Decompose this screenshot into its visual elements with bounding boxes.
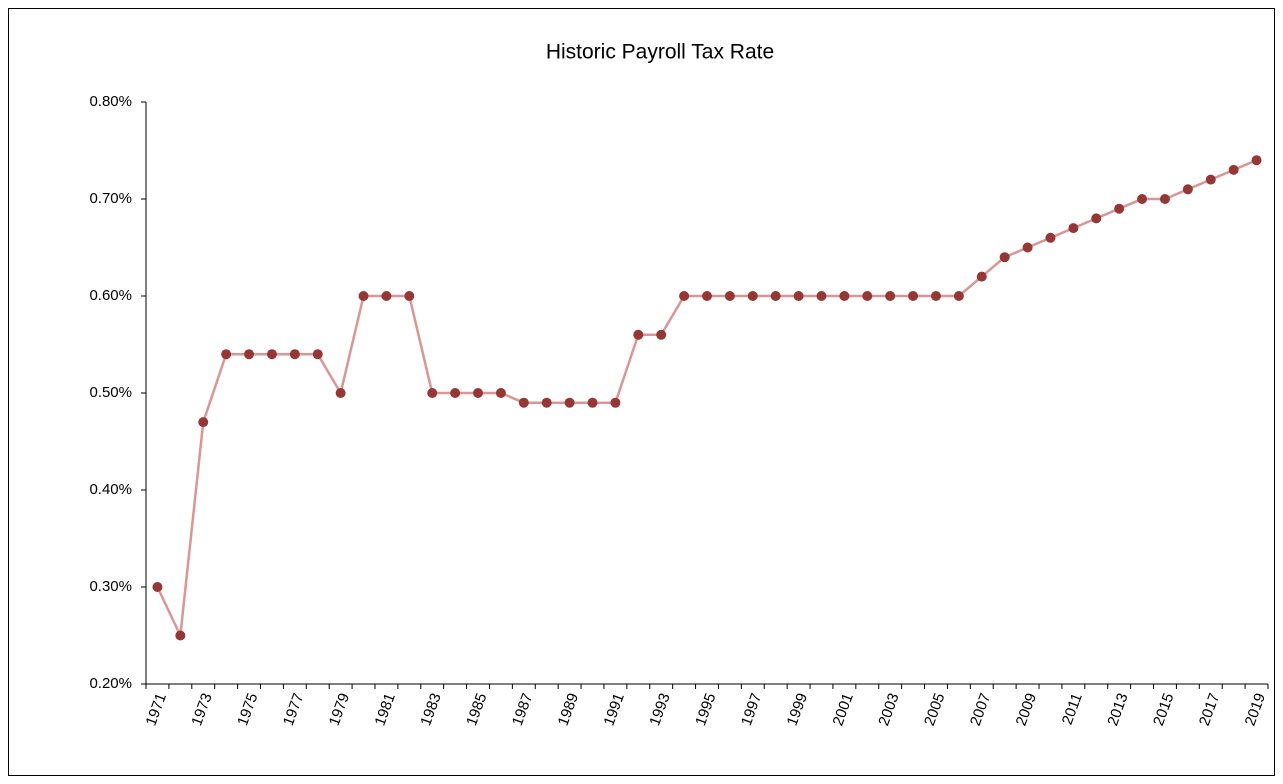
- marker: [1091, 213, 1102, 224]
- marker: [679, 291, 690, 301]
- y-tick-label: 0.20%: [89, 675, 132, 692]
- marker: [289, 349, 300, 360]
- marker: [930, 291, 941, 301]
- marker: [358, 291, 369, 301]
- marker: [564, 397, 575, 408]
- marker: [404, 291, 415, 301]
- marker: [1159, 194, 1170, 204]
- marker: [610, 397, 621, 408]
- marker: [1045, 232, 1056, 243]
- marker: [473, 388, 484, 398]
- marker: [175, 630, 186, 641]
- y-tick-label: 0.80%: [89, 93, 132, 110]
- marker: [953, 291, 964, 301]
- marker: [1228, 164, 1239, 175]
- marker: [862, 291, 873, 301]
- marker: [1114, 203, 1125, 214]
- marker: [450, 388, 461, 398]
- y-tick-label: 0.30%: [89, 578, 132, 595]
- marker: [587, 397, 598, 408]
- marker: [908, 291, 919, 301]
- y-tick-label: 0.60%: [89, 287, 132, 304]
- marker: [335, 388, 346, 398]
- marker: [656, 329, 667, 340]
- marker: [518, 397, 529, 408]
- marker: [1205, 174, 1216, 185]
- marker: [221, 349, 232, 360]
- y-tick-label: 0.40%: [89, 481, 132, 498]
- marker: [793, 291, 804, 301]
- marker: [541, 397, 552, 408]
- marker: [839, 291, 850, 301]
- marker: [266, 349, 277, 360]
- marker: [1022, 242, 1033, 253]
- marker: [495, 388, 506, 398]
- chart-frame: [8, 8, 1275, 776]
- marker: [198, 417, 209, 428]
- marker: [702, 291, 712, 301]
- marker: [724, 291, 735, 301]
- marker: [1137, 194, 1148, 204]
- marker: [312, 349, 323, 360]
- marker: [816, 291, 827, 301]
- marker: [244, 349, 255, 360]
- y-tick-label: 0.70%: [89, 190, 132, 207]
- y-tick-label: 0.50%: [89, 384, 132, 401]
- marker: [770, 291, 781, 301]
- marker: [1182, 184, 1193, 195]
- marker: [1251, 155, 1262, 166]
- chart-title: Historic Payroll Tax Rate: [546, 41, 774, 64]
- marker: [999, 252, 1010, 263]
- marker: [427, 388, 438, 398]
- marker: [381, 291, 392, 301]
- marker: [1068, 223, 1079, 234]
- marker: [152, 582, 163, 592]
- marker: [976, 271, 987, 282]
- marker: [633, 329, 644, 340]
- marker: [747, 291, 758, 301]
- marker: [885, 291, 896, 301]
